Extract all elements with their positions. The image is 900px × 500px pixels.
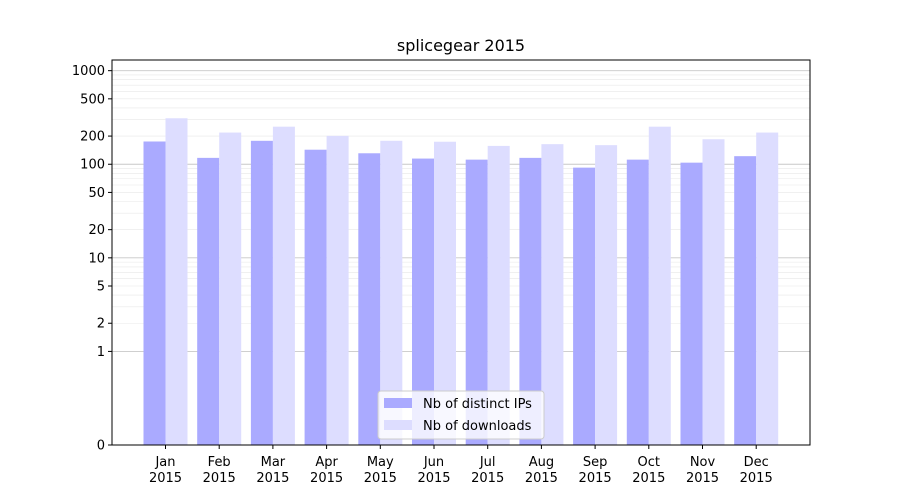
- bar-downloads: [165, 118, 188, 445]
- x-tick-label: Mar 2015: [256, 455, 289, 486]
- x-tick-label: Jul 2015: [471, 455, 504, 486]
- plot-frame: [111, 59, 811, 446]
- bar-distinct-ips: [250, 140, 273, 445]
- y-tick-label: 2: [97, 317, 105, 332]
- x-tick-label: Sep 2015: [579, 455, 612, 486]
- y-tick-label: 50: [88, 186, 105, 201]
- y-tick-label: 20: [88, 223, 105, 238]
- x-tick-label: Jun 2015: [417, 455, 450, 486]
- x-tick-label: Apr 2015: [310, 455, 343, 486]
- bar-downloads: [702, 139, 725, 445]
- bar-distinct-ips: [304, 149, 327, 445]
- bar-distinct-ips: [412, 158, 434, 445]
- legend-label-downloads: Nb of downloads: [423, 419, 532, 434]
- x-tick-label: Jan 2015: [149, 455, 182, 486]
- legend-swatch-downloads: [384, 420, 412, 430]
- x-tick-label: Nov 2015: [686, 455, 719, 486]
- bar-distinct-ips: [573, 167, 596, 445]
- legend-box: [377, 390, 545, 440]
- y-axis: 0 1 2 5 10 20 50 100 200 500 1000: [72, 64, 112, 454]
- bar-downloads: [487, 145, 510, 445]
- y-tick-label: 0: [97, 439, 105, 454]
- bar-downloads: [326, 135, 349, 446]
- y-tick-label: 10: [88, 251, 105, 266]
- bar-distinct-ips: [626, 159, 649, 445]
- legend-swatch-distinct-ips: [384, 398, 412, 408]
- bar-downloads: [272, 126, 295, 445]
- legend: Nb of distinct IPs Nb of downloads: [377, 390, 545, 440]
- legend-label-distinct-ips: Nb of distinct IPs: [423, 397, 532, 412]
- y-tick-label: 1: [97, 345, 105, 360]
- bar-distinct-ips: [358, 153, 381, 445]
- bar-downloads: [219, 132, 242, 445]
- bar-distinct-ips: [143, 141, 166, 445]
- bar-distinct-ips: [197, 157, 220, 446]
- x-tick-label: Aug 2015: [525, 455, 558, 486]
- x-tick-label: Dec 2015: [740, 455, 773, 486]
- x-tick-label: May 2015: [364, 455, 397, 486]
- chart-title: splicegear 2015: [397, 36, 525, 55]
- y-tick-label: 5: [97, 280, 105, 295]
- x-tick-label: Oct 2015: [632, 455, 665, 486]
- bar-distinct-ips: [680, 162, 703, 445]
- bar-distinct-ips: [519, 157, 542, 446]
- bar-distinct-ips: [465, 159, 488, 445]
- x-tick-label: Feb 2015: [203, 455, 236, 486]
- bar-downloads: [380, 140, 403, 445]
- y-tick-label: 100: [80, 158, 105, 173]
- y-tick-label: 500: [80, 92, 105, 107]
- bar-downloads: [541, 144, 564, 445]
- y-tick-label: 1000: [72, 64, 105, 79]
- bar-distinct-ips: [734, 156, 757, 445]
- bar-downloads: [648, 126, 671, 445]
- x-axis: Jan 2015 Feb 2015 Mar 2015 Apr 2015 May 2015 Jun 20…: [149, 445, 773, 486]
- bars-layer: [143, 118, 779, 446]
- y-tick-label: 200: [80, 130, 105, 145]
- bar-downloads: [434, 141, 456, 445]
- bar-downloads: [595, 145, 618, 445]
- bar-downloads: [756, 132, 779, 445]
